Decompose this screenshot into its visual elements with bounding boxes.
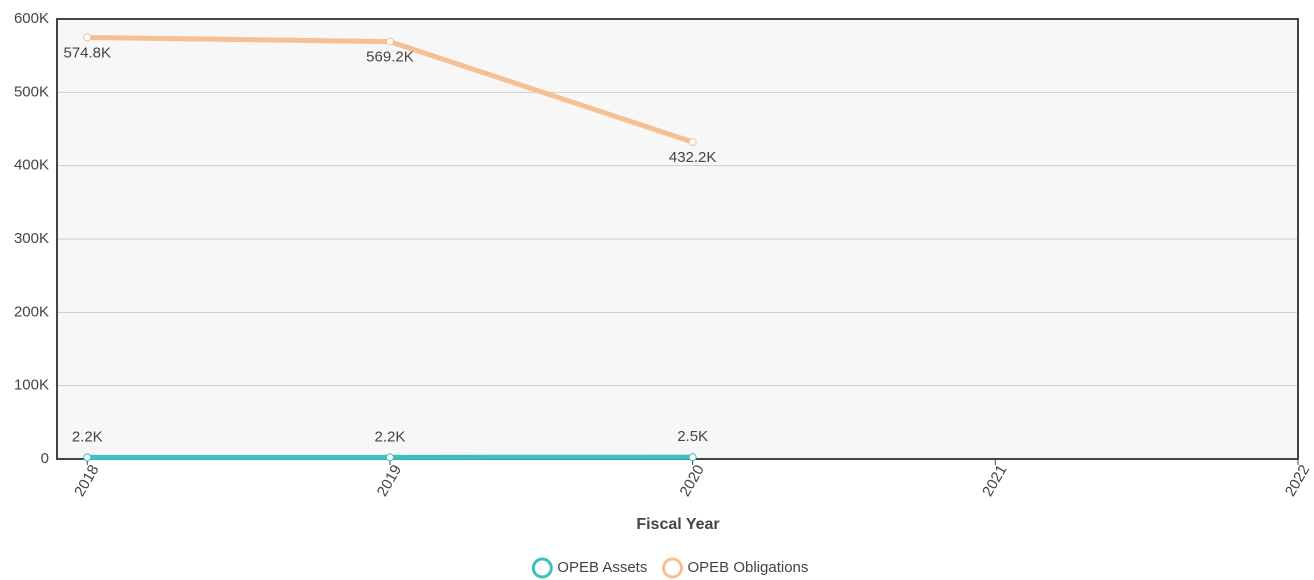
y-tick-label: 500K: [14, 83, 49, 100]
x-tick-label: 2021: [979, 462, 1010, 499]
legend-item: OPEB Assets: [531, 557, 647, 579]
legend-item: OPEB Obligations: [662, 557, 809, 579]
legend-label: OPEB Obligations: [688, 559, 809, 576]
data-label: 574.8K: [63, 44, 111, 61]
data-label: 2.2K: [375, 428, 406, 445]
x-tick-label: 2020: [676, 462, 707, 499]
data-label: 432.2K: [669, 149, 717, 166]
y-tick-label: 0: [41, 450, 49, 467]
x-axis-label: Fiscal Year: [636, 516, 719, 533]
data-point: [83, 453, 92, 462]
legend-label: OPEB Assets: [557, 559, 647, 576]
data-label: 2.2K: [72, 428, 103, 445]
data-point: [688, 453, 697, 462]
data-point: [385, 37, 394, 46]
legend-marker: [662, 557, 683, 579]
data-point: [83, 33, 92, 42]
y-tick-label: 600K: [14, 10, 49, 27]
y-tick-label: 100K: [14, 377, 49, 394]
legend-marker: [531, 557, 553, 579]
x-tick-label: 2018: [71, 462, 102, 499]
y-tick-label: 400K: [14, 157, 49, 174]
x-tick-label: 2019: [374, 462, 405, 499]
x-tick-label: 2022: [1282, 462, 1313, 499]
data-point: [688, 138, 697, 147]
data-label: 569.2K: [366, 49, 414, 66]
data-point: [385, 453, 394, 462]
y-tick-label: 200K: [14, 303, 49, 320]
data-label: 2.5K: [677, 428, 708, 445]
y-tick-label: 300K: [14, 230, 49, 247]
